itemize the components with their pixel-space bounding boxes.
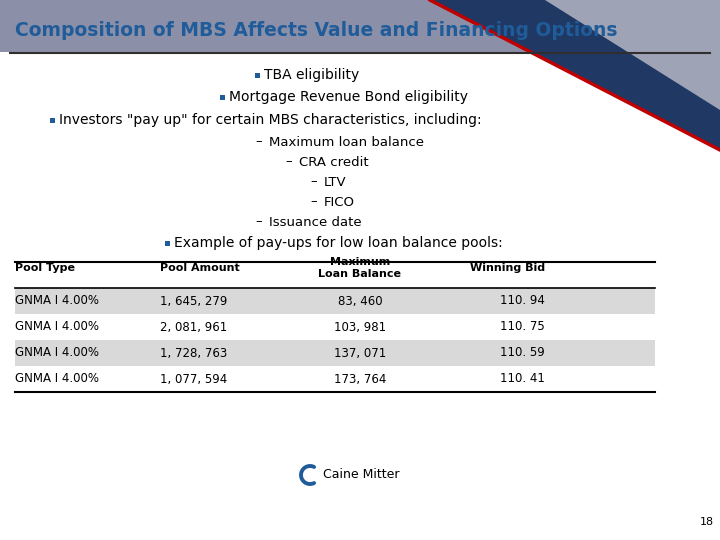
Text: Issuance date: Issuance date (269, 215, 361, 228)
Text: 103, 981: 103, 981 (334, 321, 386, 334)
Text: Example of pay-ups for low loan balance pools:: Example of pay-ups for low loan balance … (174, 236, 503, 250)
Text: 1, 728, 763: 1, 728, 763 (160, 347, 228, 360)
Text: 110. 41: 110. 41 (500, 373, 545, 386)
Text: 173, 764: 173, 764 (334, 373, 386, 386)
Text: 110. 59: 110. 59 (500, 347, 545, 360)
Bar (0, 0, 720, 52)
Bar (220, 94, 225, 99)
Bar (15, 340, 655, 366)
Text: Winning Bid: Winning Bid (470, 263, 545, 273)
Text: GNMA I 4.00%: GNMA I 4.00% (15, 321, 99, 334)
Text: 83, 460: 83, 460 (338, 294, 382, 307)
Text: Investors "pay up" for certain MBS characteristics, including:: Investors "pay up" for certain MBS chara… (59, 113, 482, 127)
Text: GNMA I 4.00%: GNMA I 4.00% (15, 373, 99, 386)
Text: –: – (310, 195, 317, 208)
Text: Caine Mitter: Caine Mitter (323, 469, 400, 482)
Text: 1, 077, 594: 1, 077, 594 (160, 373, 228, 386)
Text: Pool Type: Pool Type (15, 263, 75, 273)
Bar (50, 118, 55, 123)
Text: Loan Balance: Loan Balance (318, 269, 402, 279)
Text: –: – (255, 136, 261, 148)
Text: GNMA I 4.00%: GNMA I 4.00% (15, 294, 99, 307)
Text: 110. 75: 110. 75 (500, 321, 545, 334)
Text: CRA credit: CRA credit (299, 156, 369, 168)
Bar (15, 288, 655, 314)
Bar (255, 72, 260, 78)
Polygon shape (545, 0, 720, 110)
Text: Maximum loan balance: Maximum loan balance (269, 136, 424, 148)
Polygon shape (430, 0, 720, 150)
Text: Mortgage Revenue Bond eligibility: Mortgage Revenue Bond eligibility (229, 90, 468, 104)
Text: LTV: LTV (324, 176, 346, 188)
Text: 1, 645, 279: 1, 645, 279 (160, 294, 228, 307)
Text: Pool Amount: Pool Amount (160, 263, 240, 273)
Text: 137, 071: 137, 071 (334, 347, 386, 360)
Text: FICO: FICO (324, 195, 355, 208)
Bar (165, 240, 170, 246)
Text: –: – (285, 156, 292, 168)
Text: –: – (310, 176, 317, 188)
Text: GNMA I 4.00%: GNMA I 4.00% (15, 347, 99, 360)
Text: 18: 18 (700, 517, 714, 527)
Text: 110. 94: 110. 94 (500, 294, 545, 307)
Text: Maximum: Maximum (330, 257, 390, 267)
Text: 2, 081, 961: 2, 081, 961 (160, 321, 228, 334)
Text: Composition of MBS Affects Value and Financing Options: Composition of MBS Affects Value and Fin… (15, 21, 618, 39)
Text: –: – (255, 215, 261, 228)
Text: TBA eligibility: TBA eligibility (264, 68, 359, 82)
